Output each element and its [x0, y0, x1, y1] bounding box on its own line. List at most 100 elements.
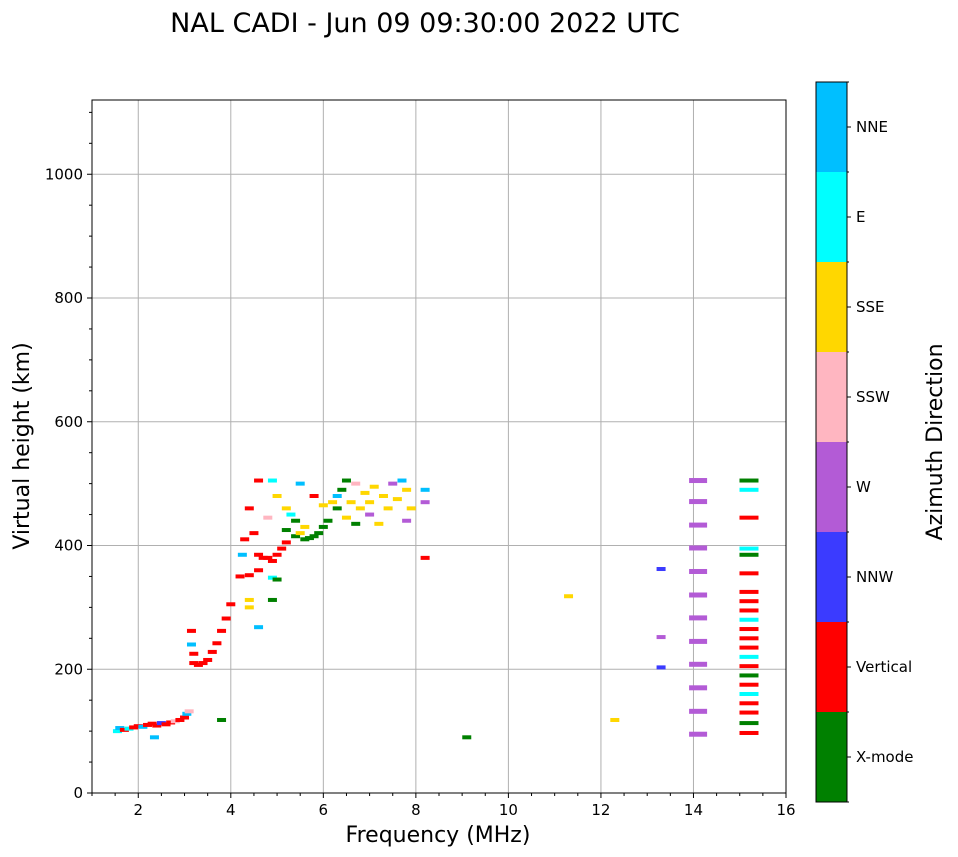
data-point	[152, 723, 162, 728]
data-point	[203, 657, 213, 662]
colorbar-label: W	[856, 478, 871, 496]
data-point	[263, 515, 273, 520]
data-point	[314, 531, 324, 536]
colorbar-segment	[816, 82, 847, 172]
data-point	[295, 481, 305, 486]
data-point	[564, 594, 574, 599]
data-point	[689, 568, 708, 574]
data-point	[244, 506, 254, 511]
data-point	[689, 545, 708, 551]
colorbar-segment	[816, 712, 847, 802]
data-point	[355, 506, 365, 511]
data-point	[739, 627, 759, 632]
data-point	[149, 735, 159, 740]
y-tick-label: 600	[54, 413, 83, 431]
data-point	[365, 500, 375, 505]
colorbar-label: NNW	[856, 568, 893, 586]
data-point	[267, 575, 277, 580]
data-point	[656, 665, 666, 670]
data-point	[221, 616, 231, 621]
data-point	[332, 506, 342, 511]
data-point	[147, 721, 157, 726]
y-tick-label: 400	[54, 537, 83, 555]
data-point	[689, 615, 708, 621]
x-tick-label: 16	[776, 801, 795, 819]
data-point	[318, 524, 328, 529]
colorbar-label: NNE	[856, 118, 888, 136]
colorbar-segment	[816, 442, 847, 532]
data-point	[189, 651, 199, 656]
data-point	[689, 685, 708, 691]
colorbar-segment	[816, 352, 847, 442]
azimuth-colorbar: X-mode Vertical NNW W SSW SSE E NNE	[815, 81, 913, 803]
colorbar-frame	[815, 81, 848, 803]
data-point	[689, 661, 708, 667]
data-point	[272, 494, 282, 498]
data-point	[300, 537, 310, 542]
y-axis-ticks: 0 200 400 600 800 1000	[45, 111, 92, 802]
x-tick-label: 8	[411, 801, 421, 819]
data-point	[739, 710, 759, 715]
data-point	[198, 661, 208, 666]
data-point	[156, 721, 166, 726]
data-point	[360, 490, 370, 495]
data-point	[402, 518, 412, 523]
data-point	[397, 478, 407, 483]
data-point	[739, 589, 759, 594]
data-point	[739, 673, 759, 678]
data-point	[249, 531, 259, 536]
data-point	[175, 717, 185, 722]
data-point	[217, 717, 227, 722]
data-point	[184, 709, 194, 714]
data-point	[258, 555, 268, 560]
data-point	[351, 481, 361, 486]
data-point	[119, 727, 129, 732]
chart-title: NAL CADI - Jun 09 09:30:00 2022 UTC	[170, 8, 680, 39]
data-point	[420, 555, 430, 560]
x-tick-label: 2	[133, 801, 143, 819]
data-point	[332, 494, 342, 498]
data-point	[237, 552, 247, 557]
data-point	[328, 500, 338, 505]
data-point	[186, 642, 196, 647]
data-point	[739, 546, 759, 551]
data-point	[739, 701, 759, 706]
data-point	[235, 574, 245, 579]
data-point	[739, 654, 759, 659]
data-point	[143, 722, 153, 727]
colorbar-label: E	[856, 208, 865, 226]
y-tick-label: 0	[73, 784, 83, 802]
data-point	[267, 597, 277, 602]
data-point	[112, 729, 122, 734]
data-point	[351, 521, 361, 526]
data-point	[739, 599, 759, 604]
data-point	[739, 664, 759, 669]
data-point	[207, 649, 217, 654]
data-point	[115, 726, 125, 731]
colorbar-label: Vertical	[856, 658, 912, 676]
data-point	[656, 635, 666, 640]
data-point	[226, 602, 236, 607]
data-point	[739, 478, 759, 483]
data-point	[180, 715, 190, 720]
data-point	[186, 628, 196, 633]
data-point	[406, 506, 416, 511]
x-tick-label: 10	[499, 801, 518, 819]
data-point	[267, 478, 277, 483]
colorbar-segment	[816, 532, 847, 622]
data-point	[263, 555, 273, 560]
data-point	[341, 478, 351, 483]
data-point	[689, 592, 708, 598]
data-point	[212, 641, 222, 646]
data-point	[291, 534, 301, 539]
data-point	[124, 726, 134, 731]
data-point	[240, 537, 250, 542]
data-point	[309, 494, 319, 498]
data-point	[138, 724, 148, 729]
data-point	[244, 597, 254, 602]
data-point	[689, 731, 708, 737]
data-point	[254, 552, 264, 557]
colorbar-label: X-mode	[856, 748, 913, 766]
data-point	[374, 521, 384, 526]
data-point	[383, 506, 393, 511]
